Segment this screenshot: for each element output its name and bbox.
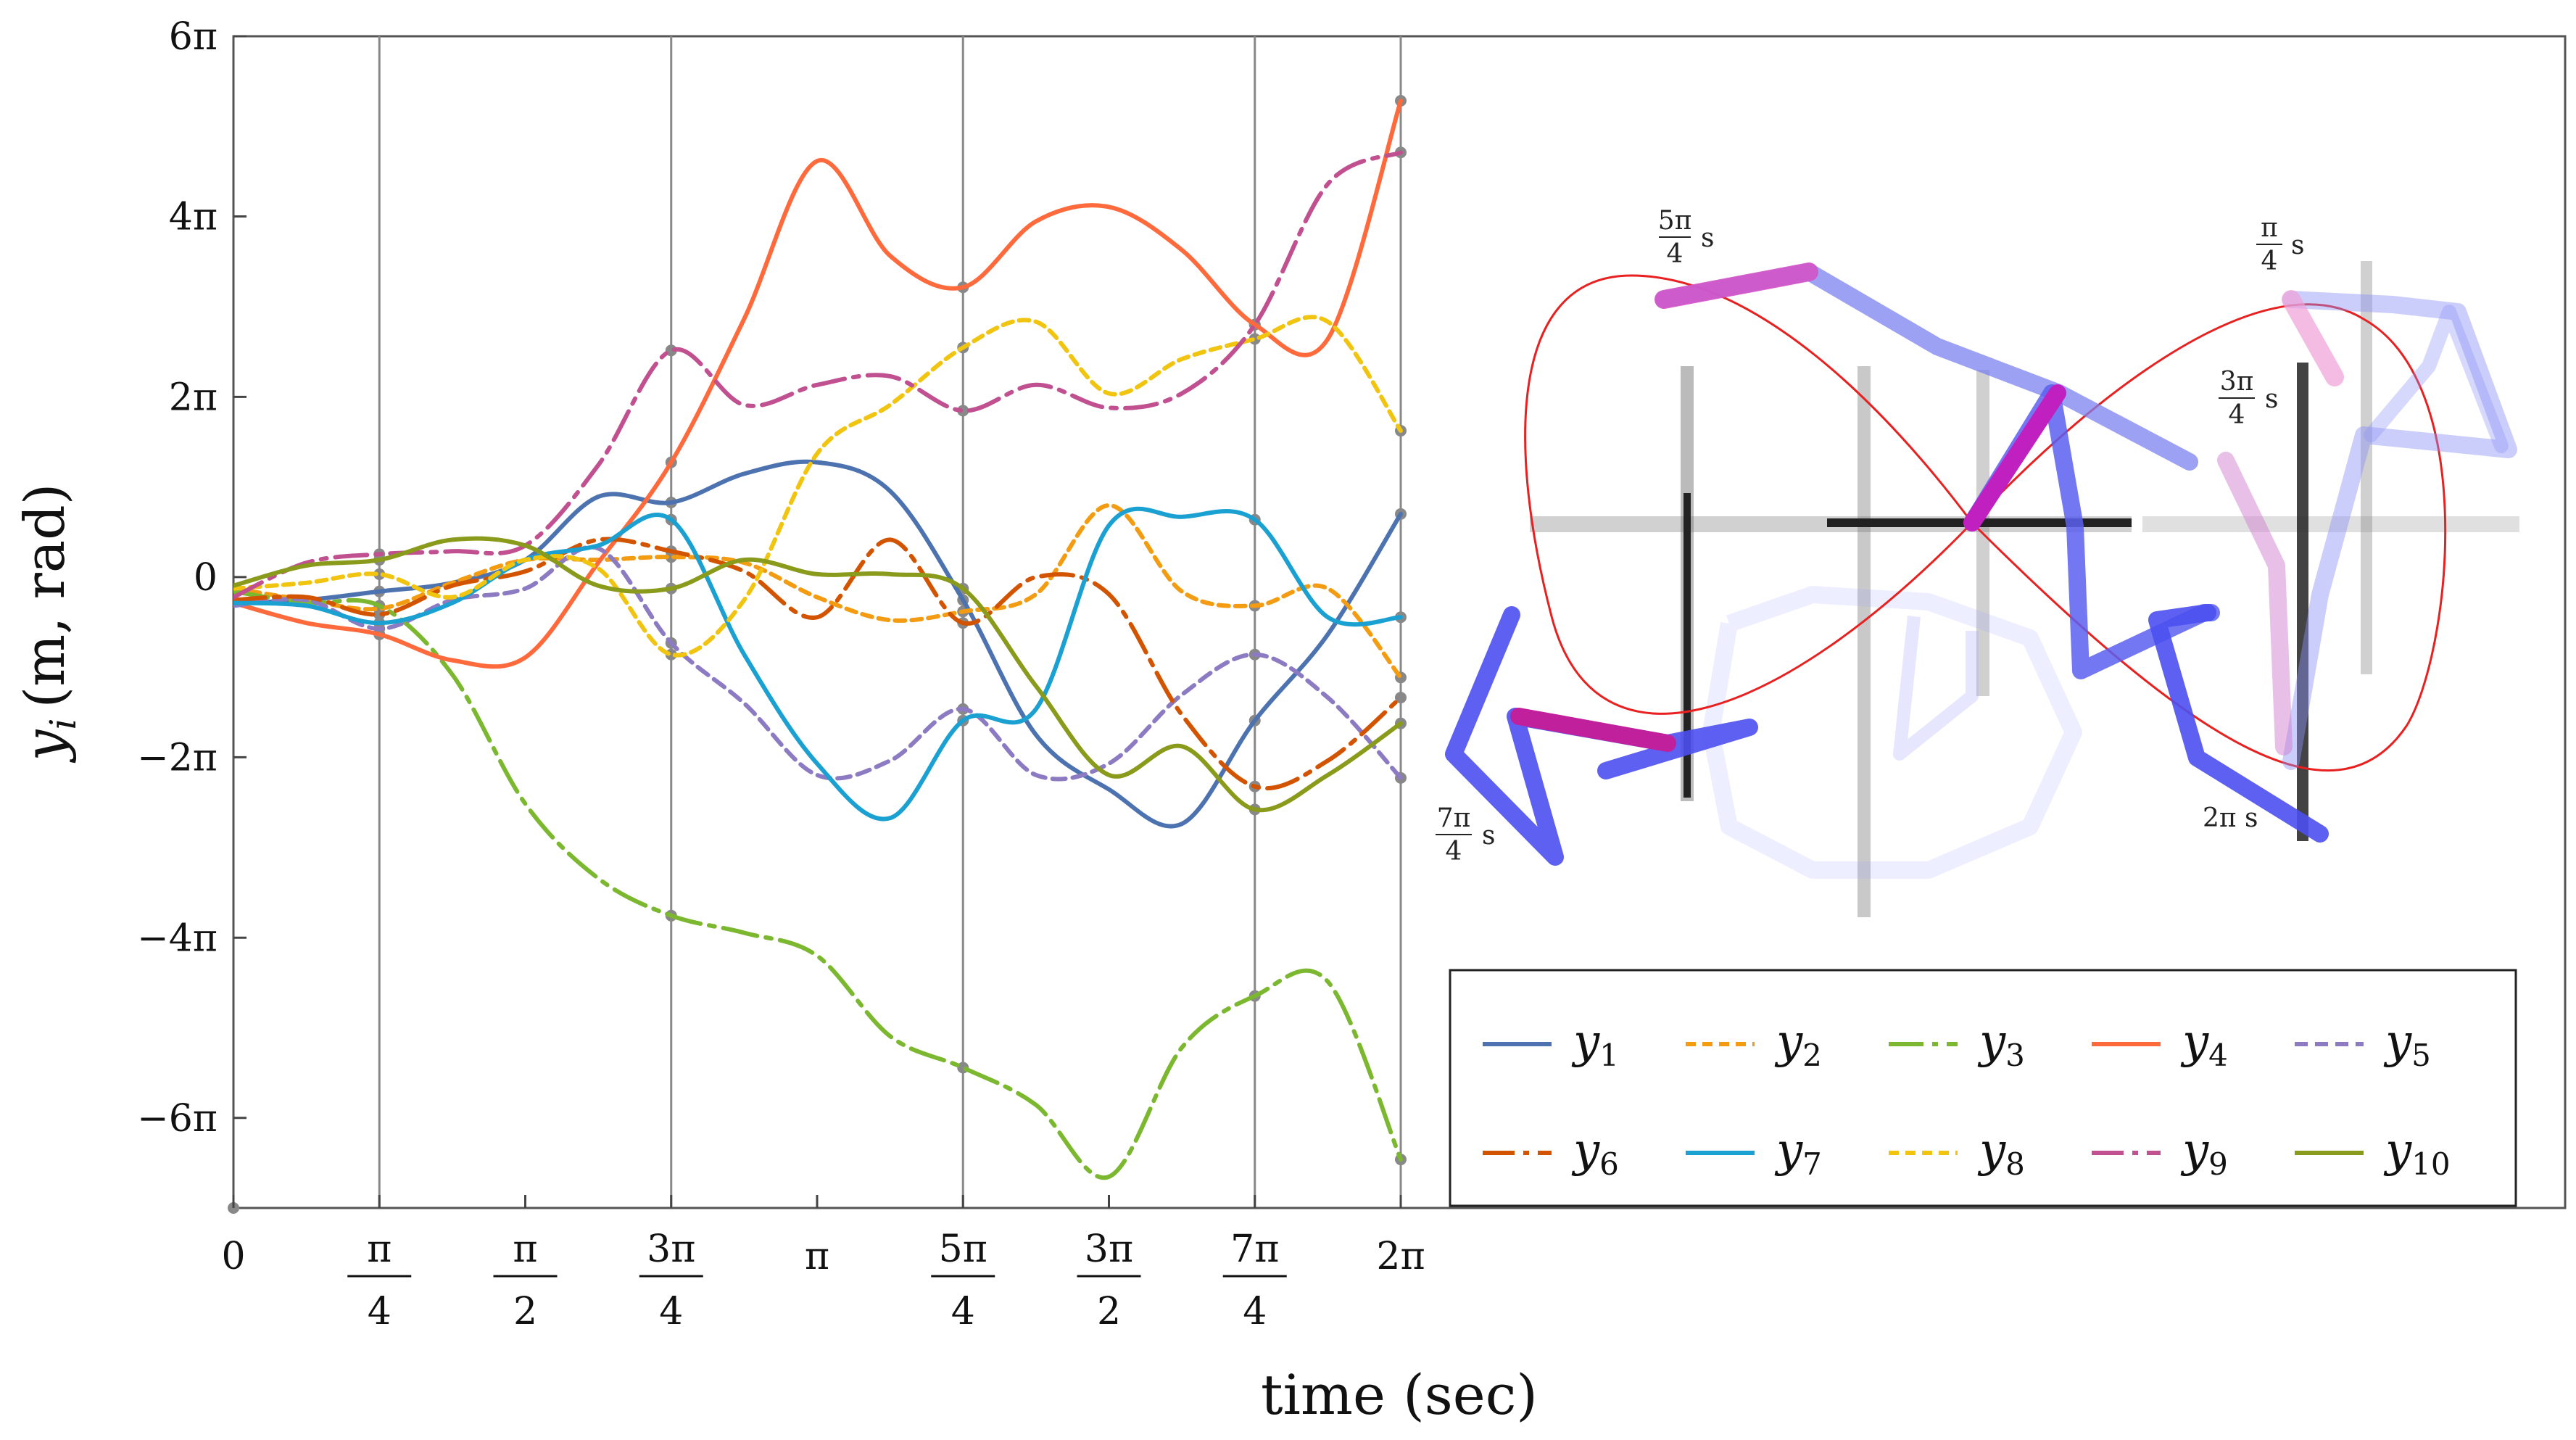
x-tick-label: π (805, 1235, 829, 1278)
inset-label-3pi4-num: 3π (2220, 367, 2254, 397)
x-tick-label-den: 4 (1243, 1290, 1267, 1333)
series-line-y9 (233, 150, 1403, 600)
x-tick-label: 2π (1376, 1235, 1425, 1278)
inset-label-3pi4-unit: s (2265, 384, 2278, 414)
y-tick-label: −2π (137, 736, 218, 779)
series-line-y2 (233, 502, 1403, 680)
y-tick-label: −6π (137, 1097, 218, 1141)
series-line-y3 (233, 589, 1403, 1180)
vertical-rail-5 (2361, 261, 2372, 674)
horizontal-rail-right (2142, 516, 2519, 532)
linkage-pi4-highlight (2282, 290, 2344, 386)
inset-label-7pi4: 7π 4 s (1436, 803, 1495, 866)
series-line-y5 (233, 545, 1403, 782)
inset-label-5pi4-num: 5π (1658, 206, 1692, 236)
legend-label-y9: y9 (2180, 1124, 2228, 1182)
keyframe-point (957, 405, 969, 417)
x-tick-label-num: 3π (1085, 1228, 1133, 1271)
legend: y1 y2 y3 y4 y5 y6 y7 y8 y9 y10 (1449, 969, 2517, 1207)
x-tick-label-num: π (513, 1228, 537, 1271)
inset-label-5pi4: 5π 4 s (1658, 206, 1715, 269)
keyframe-point (1395, 692, 1407, 704)
series-line-y7 (233, 506, 1403, 822)
linkage-pi4-tail (2364, 305, 2509, 453)
x-tick-label-num: 7π (1230, 1228, 1279, 1271)
robot-configuration-inset: 5π 4 s π 4 s 3π 4 s 7π 4 s 2π s (1436, 206, 2519, 917)
x-tick-label: 0 (221, 1235, 245, 1278)
y-tick-label: 6π (169, 15, 218, 59)
inset-label-pi4: π 4 s (2256, 213, 2304, 276)
y-axis-title: yi (m, rad) (12, 484, 84, 764)
legend-label-y8: y8 (1977, 1124, 2025, 1182)
inset-label-pi4-unit: s (2291, 231, 2304, 260)
x-tick-label-num: π (367, 1228, 392, 1271)
faded-linkage-arm (1893, 616, 1979, 761)
x-tick-label-den: 4 (659, 1290, 683, 1333)
x-tick-label-num: 5π (939, 1228, 987, 1271)
linkage-7pi4-highlight (1510, 708, 1676, 752)
legend-label-y6: y6 (1571, 1124, 1619, 1182)
y-axis-title-symbol: y (12, 729, 77, 763)
linkage-2pi (2148, 604, 2329, 843)
legend-label-y4: y4 (2180, 1015, 2228, 1073)
inset-label-7pi4-unit: s (1482, 821, 1495, 851)
legend-label-y3: y3 (1977, 1015, 2025, 1073)
keyframe-point (373, 608, 386, 621)
series-line-y8 (233, 315, 1403, 658)
legend-label-y7: y7 (1774, 1124, 1822, 1182)
inset-label-7pi4-den: 4 (1446, 837, 1462, 866)
legend-label-y5: y5 (2383, 1015, 2431, 1073)
inset-label-2pi: 2π s (2203, 803, 2258, 833)
series-line-y6 (233, 537, 1403, 791)
linkage-pi4 (2282, 291, 2517, 770)
x-tick-label-num: 3π (647, 1228, 695, 1271)
vertical-rail-2 (1858, 366, 1871, 917)
inset-label-7pi4-num: 7π (1437, 803, 1471, 833)
vertical-rail-4 (2297, 363, 2308, 841)
faded-linkage-ring (1702, 586, 2082, 879)
inset-label-pi4-den: 4 (2261, 247, 2278, 276)
y-tick-label: 4π (169, 195, 218, 239)
linkage-3pi4 (2217, 452, 2293, 756)
linkage-5pi4 (1655, 263, 2198, 471)
y-axis-ticks: 6π 4π 2π 0 −2π −4π −6π (137, 15, 247, 1141)
legend-label-y2: y2 (1774, 1015, 1822, 1073)
x-tick-label-den: 4 (368, 1290, 392, 1333)
x-tick-label-den: 2 (513, 1290, 537, 1333)
x-axis-ticks: 0 π 4 π 2 3π 4 π 5π 4 3π 2 7π 4 2π (221, 1195, 1425, 1333)
inset-label-5pi4-unit: s (1701, 223, 1714, 253)
x-tick-label-den: 4 (951, 1290, 975, 1333)
legend-label-y10: y10 (2383, 1124, 2451, 1182)
keyframe-point (373, 568, 386, 580)
inset-label-pi4-num: π (2261, 213, 2278, 243)
y-tick-label: −4π (137, 916, 218, 960)
plot-frame (232, 35, 2567, 1209)
inset-label-3pi4-den: 4 (2229, 400, 2245, 430)
series-line-y4 (233, 99, 1403, 669)
series-line-y10 (233, 536, 1403, 813)
inset-label-5pi4-den: 4 (1667, 239, 1683, 269)
y-axis-title-sub: i (42, 719, 84, 730)
legend-box (1449, 969, 2517, 1207)
x-tick-label-den: 2 (1097, 1290, 1121, 1333)
linkage-middle-highlight (1963, 384, 2066, 531)
x-axis-title: time (sec) (1261, 1362, 1538, 1427)
y-tick-label: 0 (194, 556, 218, 600)
linkage-5pi4-highlight (1654, 262, 1818, 309)
series-lines (233, 99, 1403, 1180)
y-axis-title-units: (m, rad) (12, 484, 77, 708)
inset-label-3pi4: 3π 4 s (2219, 367, 2278, 430)
svg-text:yi(m, rad): yi (m, rad) (12, 484, 84, 764)
legend-label-y1: y1 (1571, 1015, 1619, 1073)
y-tick-label: 2π (169, 376, 218, 419)
